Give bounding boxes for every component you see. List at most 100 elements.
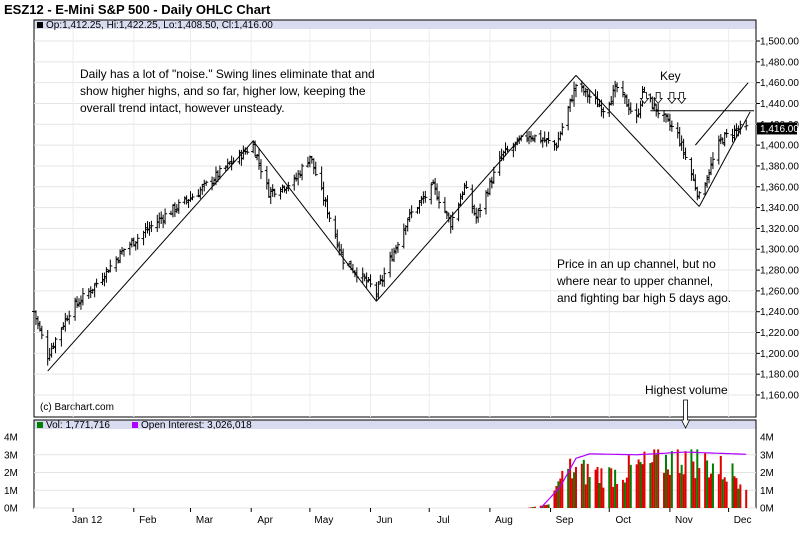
volume-bar	[653, 449, 656, 508]
volume-bar	[610, 468, 613, 508]
volume-bar	[639, 461, 642, 508]
price-tick-label: 1,460.00	[760, 78, 799, 89]
price-tick-label: 1,300.00	[760, 245, 799, 256]
volume-bar	[561, 470, 564, 508]
annotation-note2-line: and fighting bar high 5 days ago.	[557, 291, 731, 305]
volume-bar	[621, 479, 624, 508]
open-interest-line	[540, 451, 747, 509]
volume-bar	[529, 507, 532, 508]
volume-bar	[623, 482, 626, 508]
volume-bar	[594, 469, 597, 508]
swing-line	[376, 75, 577, 302]
annotation-note1-line: show higher highs, and so far, higher lo…	[80, 84, 366, 98]
volume-tick-label-right: 0M	[760, 504, 774, 515]
volume-bar	[690, 449, 693, 508]
volume-bar	[612, 486, 615, 508]
price-tick-label: 1,200.00	[760, 349, 799, 360]
price-tick-label: 1,220.00	[760, 328, 799, 339]
volume-bar	[717, 474, 720, 508]
volume-panel-band	[34, 420, 756, 429]
volume-bar	[625, 477, 628, 508]
down-arrow-icon	[639, 91, 650, 104]
volume-bar	[739, 484, 742, 508]
volume-bar	[559, 478, 562, 508]
volume-bar	[737, 488, 740, 508]
annotation-note1-line: overall trend intact, however unsteady.	[80, 101, 285, 115]
volume-bar	[616, 484, 619, 508]
volume-bar	[580, 463, 583, 508]
volume-bar	[588, 477, 591, 508]
annotation-note1-line: Daily has a lot of "noise." Swing lines …	[80, 67, 375, 81]
vol-legend-icon	[37, 422, 43, 428]
volume-bar	[627, 455, 630, 508]
price-tick-label: 1,280.00	[760, 266, 799, 277]
volume-bar	[692, 461, 695, 508]
volume-bar	[531, 507, 534, 508]
down-arrow-icon	[653, 91, 664, 104]
swing-line	[575, 75, 700, 207]
volume-tick-label-left: 4M	[4, 433, 18, 444]
volume-bar	[721, 479, 724, 508]
volume-tick-label-right: 3M	[760, 450, 774, 461]
price-panel-band	[34, 20, 756, 29]
highest-volume-label: Highest volume	[645, 383, 728, 397]
highest-volume-arrow-icon	[680, 399, 691, 429]
volume-bar	[596, 466, 599, 508]
price-tick-label: 1,320.00	[760, 224, 799, 235]
swing-line	[47, 140, 254, 372]
volume-bar	[533, 506, 536, 508]
price-tick-label: 1,400.00	[760, 141, 799, 152]
channel-lower-line	[698, 111, 751, 207]
volume-bar	[629, 464, 632, 508]
price-tick-label: 1,480.00	[760, 57, 799, 68]
volume-bar	[694, 478, 697, 508]
month-tick-label: Oct	[615, 515, 631, 526]
vol-legend: Vol: 1,771,716	[46, 420, 110, 431]
month-tick-label: Jun	[376, 515, 392, 526]
volume-tick-label-right: 1M	[760, 486, 774, 497]
price-tick-label: 1,240.00	[760, 307, 799, 318]
down-arrow-icon	[676, 91, 687, 104]
last-price-box	[757, 122, 797, 135]
copyright: (c) Barchart.com	[40, 402, 114, 413]
volume-tick-label-left: 3M	[4, 450, 18, 461]
volume-bar	[725, 481, 728, 508]
volume-bar	[545, 504, 548, 508]
volume-tick-label-left: 2M	[4, 468, 18, 479]
volume-bar	[678, 473, 681, 508]
volume-panel-frame	[33, 419, 757, 509]
volume-bar	[655, 454, 658, 508]
swing-line	[252, 140, 377, 302]
volume-bar	[557, 481, 560, 508]
volume-bar	[643, 451, 646, 508]
volume-bar	[664, 454, 667, 508]
volume-bar	[698, 468, 701, 508]
volume-bar	[723, 477, 726, 508]
volume-bar	[682, 474, 685, 508]
volume-bar	[641, 464, 644, 508]
volume-tick-label-right: 2M	[760, 468, 774, 479]
price-tick-label: 1,380.00	[760, 161, 799, 172]
price-tick-label: 1,180.00	[760, 370, 799, 381]
volume-bar	[608, 467, 611, 508]
volume-bar	[735, 478, 738, 508]
volume-bar	[598, 483, 601, 508]
volume-tick-label-left: 1M	[4, 486, 18, 497]
volume-bar	[637, 459, 640, 508]
volume-bar	[680, 464, 683, 508]
ohlc-readout: Op:1,412.25, Hi:1,422.25, Lo:1,408.50, C…	[46, 20, 273, 31]
volume-bar	[657, 449, 660, 508]
month-tick-label: Jul	[437, 515, 450, 526]
volume-bar	[733, 476, 736, 508]
price-tick-label: 1,440.00	[760, 99, 799, 110]
volume-bar	[586, 463, 589, 508]
volume-bar	[600, 468, 603, 508]
volume-bar	[663, 472, 666, 508]
month-tick-label: May	[314, 515, 333, 526]
volume-bar	[582, 459, 585, 508]
volume-bar	[602, 487, 605, 508]
last-price-label: 1,416.00	[760, 124, 799, 135]
volume-bar	[555, 485, 558, 508]
key-label: Key	[660, 69, 681, 83]
